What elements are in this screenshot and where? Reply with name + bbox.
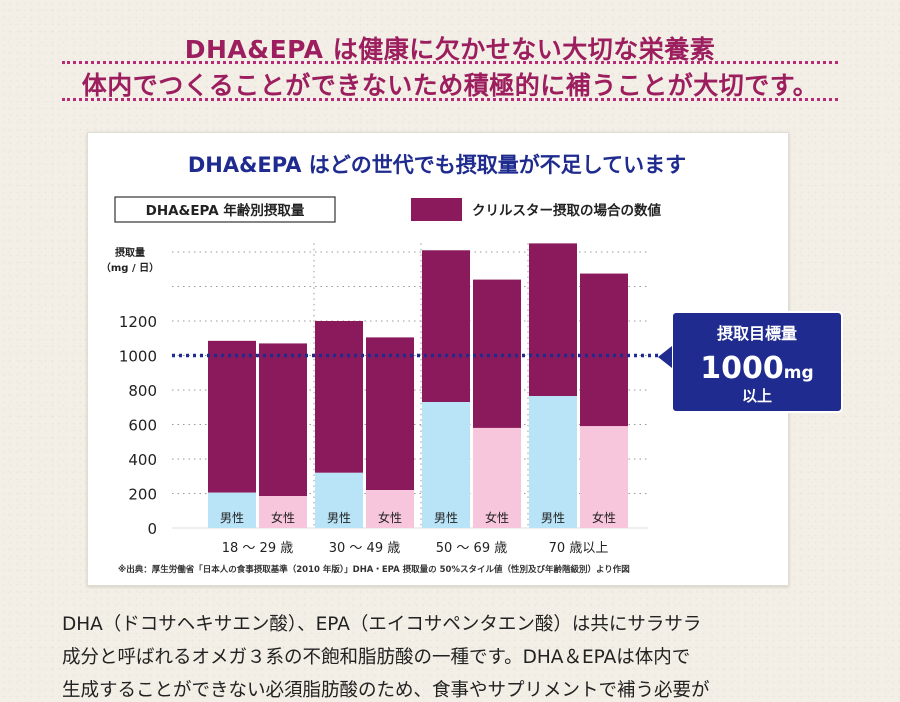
target-value-number: 1000 xyxy=(700,351,784,386)
bar-base-segment xyxy=(208,492,256,528)
body-text-line-2: 成分と呼ばれるオメガ３系の不飽和脂肪酸の一種です。DHA＆EPAは体内で xyxy=(62,647,691,668)
chart-title: DHA&EPA はどの世代でも摂取量が不足しています xyxy=(188,153,686,177)
bar-krill-segment xyxy=(580,273,628,427)
bar-krill-segment xyxy=(315,321,363,473)
x-group-label: 70 歳以上 xyxy=(549,541,609,556)
legend-swatch xyxy=(411,198,462,221)
bar-base-segment xyxy=(529,396,577,528)
y-axis-label-line-1: 摂取量 xyxy=(115,246,145,259)
bar-base-segment xyxy=(473,427,521,528)
target-suffix: 以上 xyxy=(742,387,772,405)
y-tick-label: 0 xyxy=(147,520,157,538)
y-tick-label: 200 xyxy=(128,486,157,504)
chart: DHA&EPA はどの世代でも摂取量が不足しています DHA&EPA 年齢別摂取… xyxy=(101,153,843,575)
bar-gender-label: 男性 xyxy=(434,511,458,525)
bar-gender-label: 男性 xyxy=(541,511,565,525)
bar-base-segment xyxy=(422,402,470,528)
target-callout: 摂取目標量 1000mg 以上 xyxy=(658,311,843,413)
bar-gender-label: 女性 xyxy=(592,510,616,525)
bar-krill-segment xyxy=(208,340,256,493)
bar-gender-label: 女性 xyxy=(271,510,295,525)
bar-base-segment xyxy=(366,490,414,528)
y-tick-label: 1200 xyxy=(119,313,157,331)
x-group-label: 30 ～ 49 歳 xyxy=(329,541,400,556)
body-text-line-1: DHA（ドコサヘキサエン酸）、EPA（エイコサペンタエン酸）は共にサラサラ xyxy=(62,614,702,635)
legend-label: クリルスター摂取の場合の数値 xyxy=(472,202,661,219)
bar-base-segment xyxy=(315,472,363,528)
bar-gender-label: 男性 xyxy=(327,511,351,525)
chart-box-label: DHA&EPA 年齢別摂取量 xyxy=(146,202,305,219)
bar-krill-segment xyxy=(259,343,307,497)
bar-krill-segment xyxy=(529,243,577,397)
bar-krill-segment xyxy=(422,250,470,403)
headline-underline-1 xyxy=(62,61,838,64)
target-pointer xyxy=(658,346,672,368)
y-axis-label-line-2: （mg / 日） xyxy=(101,261,159,274)
bar-gender-label: 男性 xyxy=(220,511,244,525)
chart-footnote: ※出典：厚生労働省「日本人の食事摂取基準（2010 年版）」DHA・EPA 摂取… xyxy=(118,564,630,575)
bar-base-segment xyxy=(580,426,628,528)
bar-gender-label: 女性 xyxy=(485,510,509,525)
bar-base-segment xyxy=(259,496,307,528)
y-tick-label: 600 xyxy=(128,417,157,435)
headline-underline-2 xyxy=(62,98,838,101)
headline-line-1: DHA&EPA は健康に欠かせない大切な栄養素 xyxy=(184,35,716,64)
y-tick-label: 400 xyxy=(128,451,157,469)
target-title: 摂取目標量 xyxy=(717,324,797,343)
chart-box-label-frame xyxy=(114,196,336,223)
target-value-unit: mg xyxy=(784,363,814,383)
headline-line-2: 体内でつくることができないため積極的に補うことが大切です。 xyxy=(81,71,819,100)
body-text-line-3: 生成することができない必須脂肪酸のため、食事やサプリメントで補う必要が xyxy=(62,680,710,701)
y-tick-label: 1000 xyxy=(119,348,157,366)
x-group-label: 50 ～ 69 歳 xyxy=(436,541,507,556)
bar-gender-label: 女性 xyxy=(378,510,402,525)
y-tick-label: 800 xyxy=(128,382,157,400)
target-value: 1000mg xyxy=(700,351,813,386)
bar-krill-segment xyxy=(366,337,414,491)
x-group-label: 18 ～ 29 歳 xyxy=(222,541,293,556)
